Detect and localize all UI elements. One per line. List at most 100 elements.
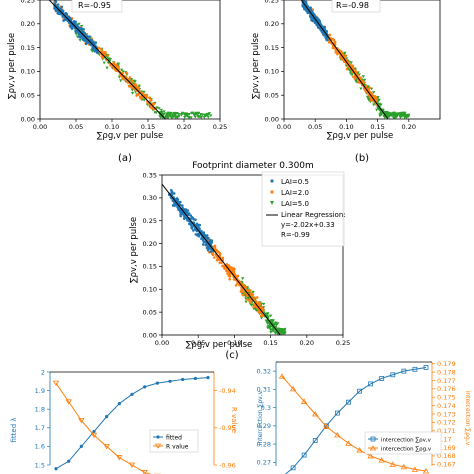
scatter-point — [218, 253, 222, 257]
y-tick-label: 0.05 — [21, 92, 35, 100]
scatter-point — [359, 87, 363, 91]
panel-e-legend: intercection ∑ρv,v intercection ∑ρg,v — [364, 431, 442, 455]
y-tick-label: 0.25 — [21, 0, 35, 4]
scatter-point — [121, 70, 125, 74]
y-tick-label: 0.10 — [265, 68, 279, 76]
series-point — [389, 461, 396, 467]
series-point — [290, 465, 296, 471]
scatter-point — [56, 3, 60, 6]
y-tick-label: 0.20 — [143, 240, 157, 248]
scatter-point — [78, 26, 81, 30]
scatter-point — [197, 223, 201, 227]
series-point — [368, 381, 374, 387]
series-point — [411, 466, 419, 472]
panel-c-legend-lai50: LAI=5.0 — [281, 200, 309, 208]
y2-tick-label: 0.17 — [437, 435, 451, 443]
series-point — [67, 459, 71, 463]
scatter-point — [227, 264, 231, 267]
scatter-point — [216, 250, 220, 254]
panel-d-y2label: R value — [230, 407, 238, 433]
y-tick-label: 0.10 — [143, 286, 157, 294]
panel-c-legend-r: R=-0.99 — [281, 231, 310, 239]
y-tick-label: 0.35 — [143, 171, 157, 179]
scatter-point — [401, 112, 405, 115]
series-point — [345, 440, 352, 446]
scatter-point — [79, 36, 83, 39]
series-point — [289, 385, 297, 392]
scatter-point — [204, 243, 208, 247]
scatter-point — [402, 115, 407, 119]
scatter-point — [86, 40, 90, 44]
scatter-point — [181, 204, 184, 207]
scatter-point — [202, 116, 206, 119]
scatter-point — [349, 72, 353, 75]
scatter-point — [324, 36, 327, 39]
scatter-point — [145, 94, 148, 97]
series-point — [334, 410, 340, 416]
scatter-point — [176, 205, 179, 209]
scatter-point — [187, 113, 191, 116]
scatter-point — [374, 95, 377, 98]
series-point — [367, 452, 374, 459]
panel-e: 0.270.280.290.30.310.320.1790.1780.1770.… — [257, 360, 471, 474]
scatter-point — [230, 266, 233, 269]
scatter-point — [369, 99, 373, 102]
scatter-point — [278, 330, 282, 334]
scatter-point — [61, 15, 64, 18]
panel-d: 1.5 1.6 1.7 1.8 1.9 2 -0.94 -0.95 -0.96 fitted R… — [10, 368, 238, 474]
y-tick-label: 0.00 — [21, 115, 35, 123]
scatter-point — [334, 51, 338, 54]
x-tick-label: 0.15 — [141, 123, 155, 131]
scatter-point — [394, 115, 399, 119]
series-point — [278, 373, 286, 379]
scatter-point — [152, 108, 156, 111]
scatter-point — [326, 38, 329, 42]
y-tick-label: 0.05 — [143, 308, 157, 316]
panel-b-label: (b) — [355, 153, 369, 164]
x-tick-label: 0.10 — [105, 123, 119, 131]
panel-c-title: Footprint diameter 0.300m — [192, 161, 314, 171]
y-tick-label: 1.5 — [35, 461, 45, 469]
scatter-point — [173, 204, 176, 207]
scatter-point — [117, 65, 120, 68]
scatter-point — [398, 116, 402, 119]
scatter-point — [325, 29, 328, 33]
scatter-point — [127, 85, 131, 88]
scatter-point — [75, 23, 79, 27]
scatter-point — [149, 99, 153, 102]
panel-c-legend-box — [261, 171, 345, 247]
scatter-point — [363, 78, 367, 82]
panel-c-label: (c) — [225, 350, 238, 361]
x-tick-label: 0.05 — [191, 339, 205, 347]
series-point — [92, 429, 96, 434]
scatter-point — [108, 58, 112, 61]
scatter-point — [259, 316, 264, 320]
y-tick-label: 0.00 — [143, 331, 157, 339]
y-tick-label: 0.25 — [265, 0, 279, 4]
scatter-point — [279, 328, 283, 332]
series-point — [181, 377, 185, 382]
x-tick-label: 0.25 — [213, 123, 227, 131]
scatter-point — [203, 114, 208, 118]
panel-a-label: (a) — [118, 153, 132, 164]
series-point — [412, 366, 418, 372]
y2-tick-label: 0.174 — [437, 402, 456, 410]
scatter-point — [121, 71, 125, 75]
scatter-point — [346, 65, 350, 68]
scatter-point — [83, 39, 87, 42]
scatter-point — [253, 296, 257, 300]
scatter-point — [173, 114, 177, 118]
scatter-point — [72, 20, 76, 24]
scatter-point — [159, 108, 163, 112]
scatter-point — [350, 73, 354, 77]
scatter-point — [150, 106, 154, 109]
series-point — [128, 462, 136, 468]
scatter-point — [391, 114, 396, 117]
panel-b: 0.00 0.05 0.10 0.15 0.20 0.00 0.05 0.10 0.15 0.20… — [251, 0, 441, 164]
scatter-point — [231, 268, 235, 272]
scatter-point — [379, 103, 383, 107]
scatter-point — [142, 90, 146, 94]
series-point — [155, 381, 159, 385]
scatter-point — [270, 320, 274, 324]
scatter-point — [194, 223, 198, 227]
